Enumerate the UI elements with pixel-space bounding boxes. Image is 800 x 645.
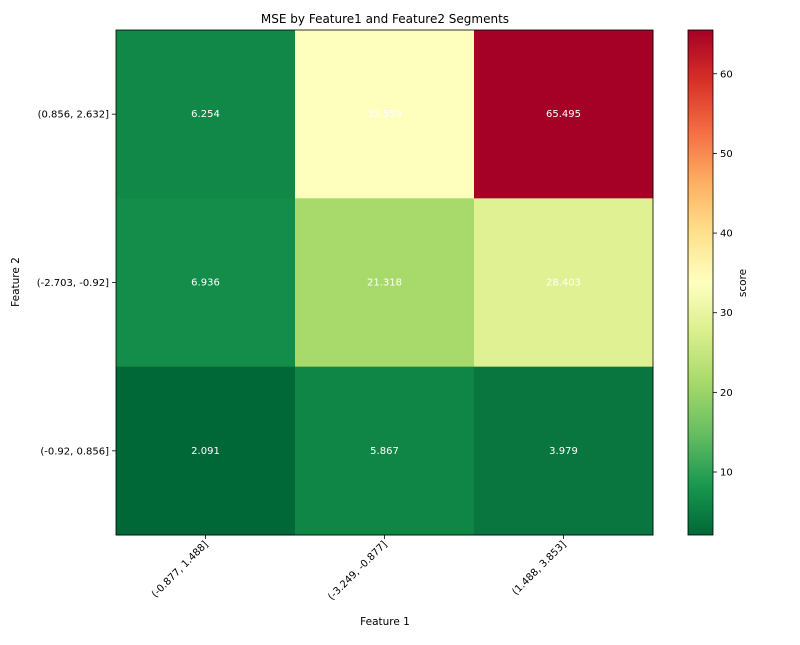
heatmap-cell [295, 30, 475, 199]
colorbar-tick-label: 10 [720, 468, 733, 479]
x-tick-label: (-0.877, 1.488] [150, 539, 211, 600]
heatmap-cell-labels: 6.254 33.559 65.495 6.936 21.318 28.403 2.091 5… [191, 109, 581, 457]
heatmap-cell [474, 198, 654, 368]
colorbar-tick-label: 40 [720, 229, 733, 240]
heatmap-cell [295, 198, 475, 368]
heatmap-cell [116, 366, 296, 536]
heatmap-cell-label: 6.254 [191, 109, 220, 120]
x-tick-label: (-3.249, -0.877] [326, 539, 389, 602]
colorbar-label: score [737, 269, 749, 297]
heatmap-cell [116, 30, 296, 199]
heatmap-cell-label: 2.091 [191, 446, 220, 457]
heatmap-cell [295, 366, 475, 536]
x-tick-label: (1.488, 3.853] [510, 539, 568, 597]
heatmap-cell-label: 6.936 [191, 278, 220, 289]
heatmap-cells [116, 30, 654, 536]
y-axis-ticks: (0.856, 2.632] (-2.703, -0.92] (-0.92, 0.8… [37, 110, 116, 457]
y-tick-label: (-0.92, 0.856] [40, 446, 109, 457]
heatmap-cell [474, 30, 654, 199]
heatmap-cell-label: 65.495 [546, 109, 581, 120]
y-tick-label: (-2.703, -0.92] [37, 278, 109, 289]
colorbar [687, 29, 714, 536]
heatmap-cell [474, 366, 654, 536]
heatmap-cell-label: 21.318 [367, 278, 402, 289]
heatmap-cell-label: 5.867 [370, 446, 399, 457]
chart-title: MSE by Feature1 and Feature2 Segments [261, 12, 509, 26]
colorbar-tick-label: 20 [720, 388, 733, 399]
x-axis-label: Feature 1 [360, 616, 410, 628]
y-axis-label: Feature 2 [10, 257, 22, 307]
colorbar-tick-label: 50 [720, 149, 733, 160]
heatmap-cell-label: 3.979 [549, 446, 578, 457]
heatmap-cell-label: 28.403 [546, 278, 581, 289]
y-tick-label: (0.856, 2.632] [38, 110, 110, 121]
x-axis-ticks: (-0.877, 1.488] (-3.249, -0.877] (1.488, 3… [150, 535, 569, 603]
colorbar-tick-label: 30 [720, 308, 733, 319]
heatmap-cell [116, 198, 296, 368]
colorbar-tick-label: 60 [720, 69, 733, 80]
colorbar-ticks: 10 20 30 40 50 60 [713, 69, 733, 479]
heatmap-cell-label: 33.559 [367, 109, 402, 120]
